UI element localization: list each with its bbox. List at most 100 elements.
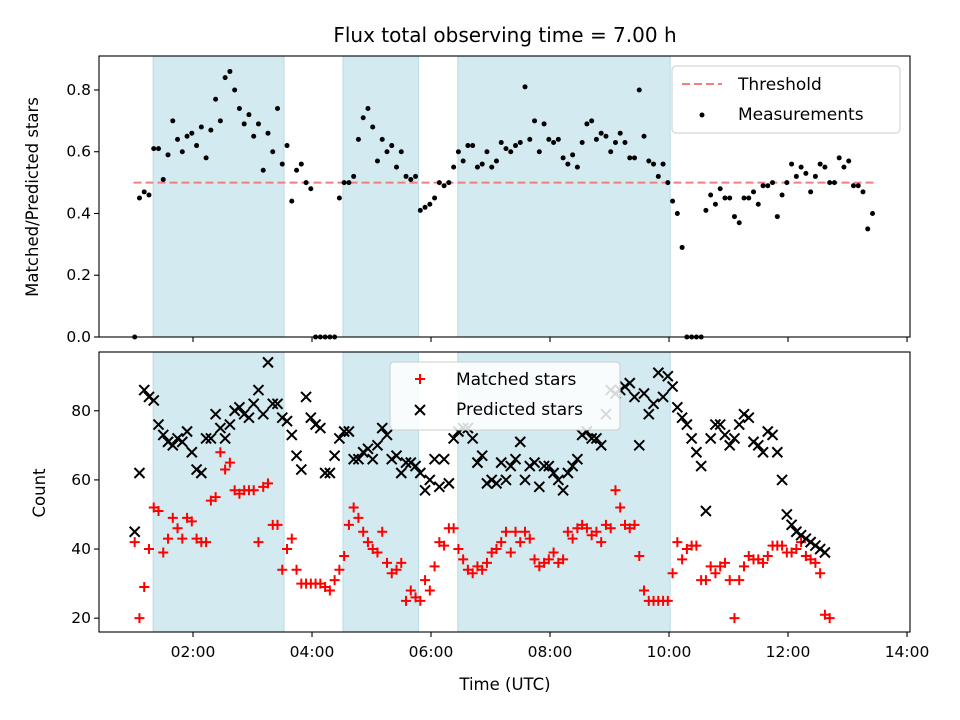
measurement-point (717, 186, 723, 192)
measurement-point (627, 155, 633, 161)
measurement-point (646, 158, 652, 164)
predicted-point (186, 446, 198, 458)
measurement-point (170, 118, 176, 124)
measurement-point (413, 173, 419, 179)
predicted-point (281, 415, 293, 427)
predicted-point (585, 432, 598, 445)
measurement-point (831, 180, 837, 186)
measurement-point (260, 167, 266, 173)
predicted-point (181, 425, 193, 438)
measurement-point (636, 87, 642, 93)
measurement-point (598, 130, 604, 136)
predicted-point (466, 432, 479, 445)
measurement-point (146, 192, 152, 198)
predicted-point (338, 425, 350, 438)
predicted-point (528, 456, 541, 469)
matched-point (210, 492, 221, 503)
measurement-point (436, 180, 442, 186)
measurement-point (255, 121, 261, 127)
predicted-point (267, 398, 279, 410)
predicted-point (471, 456, 484, 469)
y-tick-label: 40 (71, 540, 91, 558)
predicted-point (728, 432, 741, 445)
matched-point (372, 547, 383, 558)
predicted-point (381, 429, 393, 441)
predicted-point (638, 387, 650, 400)
measurement-point (389, 143, 395, 149)
predicted-point (328, 449, 341, 462)
measurement-point (294, 167, 300, 173)
predicted-point (414, 467, 427, 479)
legend: Threshold Measurements (671, 65, 901, 134)
predicted-point (390, 449, 403, 462)
matched-point (362, 537, 373, 548)
measurement-point (284, 143, 290, 149)
measurement-point (403, 173, 409, 179)
observation-window-shade (457, 55, 671, 338)
measurement-point (703, 207, 709, 213)
measurement-point (741, 195, 747, 201)
predicted-point (781, 508, 793, 521)
matched-point (415, 595, 426, 606)
predicted-point (133, 467, 146, 479)
measurement-point (346, 180, 352, 186)
predicted-point (195, 467, 208, 479)
predicted-point (538, 460, 550, 472)
measurement-point (465, 143, 471, 149)
measurement-point (584, 121, 590, 127)
predicted-point (566, 460, 579, 472)
measurement-point (479, 161, 485, 167)
measurement-point (774, 214, 780, 220)
predicted-point (376, 422, 388, 434)
matched-point (634, 550, 645, 561)
matched-point (262, 478, 273, 489)
matched-point (253, 537, 264, 548)
matched-point (510, 526, 521, 537)
measurement-point (632, 155, 638, 161)
predicted-point (366, 453, 379, 465)
measurement-point (765, 183, 771, 189)
legend-measurement-swatch (699, 112, 705, 118)
predicted-point (395, 467, 407, 479)
measurement-point (793, 173, 799, 179)
measurement-point (489, 164, 495, 170)
matched-point (615, 502, 626, 513)
predicted-point (719, 429, 731, 441)
predicted-point (176, 436, 189, 448)
matched-point (672, 537, 683, 548)
measurement-point (817, 161, 823, 167)
predicted-point (657, 391, 669, 403)
predicted-point (438, 453, 450, 465)
matched-point (186, 516, 197, 527)
matched-point (477, 564, 488, 575)
matched-point (391, 564, 402, 575)
measurement-point (670, 198, 676, 204)
predicted-point (409, 460, 422, 472)
measurement-point (727, 195, 733, 201)
measurement-point (441, 183, 447, 189)
predicted-point (286, 429, 298, 441)
predicted-point (476, 449, 488, 462)
predicted-point (562, 467, 574, 479)
y-axis-label-ratio: Matched/Predicted stars (23, 97, 42, 297)
measurement-point (779, 192, 785, 198)
legend-label-matched: Matched stars (456, 370, 576, 390)
predicted-point (519, 474, 531, 486)
legend-predicted-swatch (414, 404, 426, 416)
matched-point (448, 523, 459, 534)
measurement-point (498, 139, 504, 145)
predicted-point (724, 439, 736, 452)
matched-point (329, 575, 340, 586)
measurement-point (655, 173, 661, 179)
legend-box (671, 65, 901, 134)
measurement-point (532, 118, 538, 124)
measurement-point (470, 143, 476, 149)
matched-point (738, 561, 749, 572)
measurement-point (303, 180, 309, 186)
measurement-point (341, 180, 347, 186)
measurement-point (860, 189, 866, 195)
measurement-point (251, 133, 257, 139)
measurement-point (555, 136, 561, 142)
measurement-point (612, 139, 618, 145)
